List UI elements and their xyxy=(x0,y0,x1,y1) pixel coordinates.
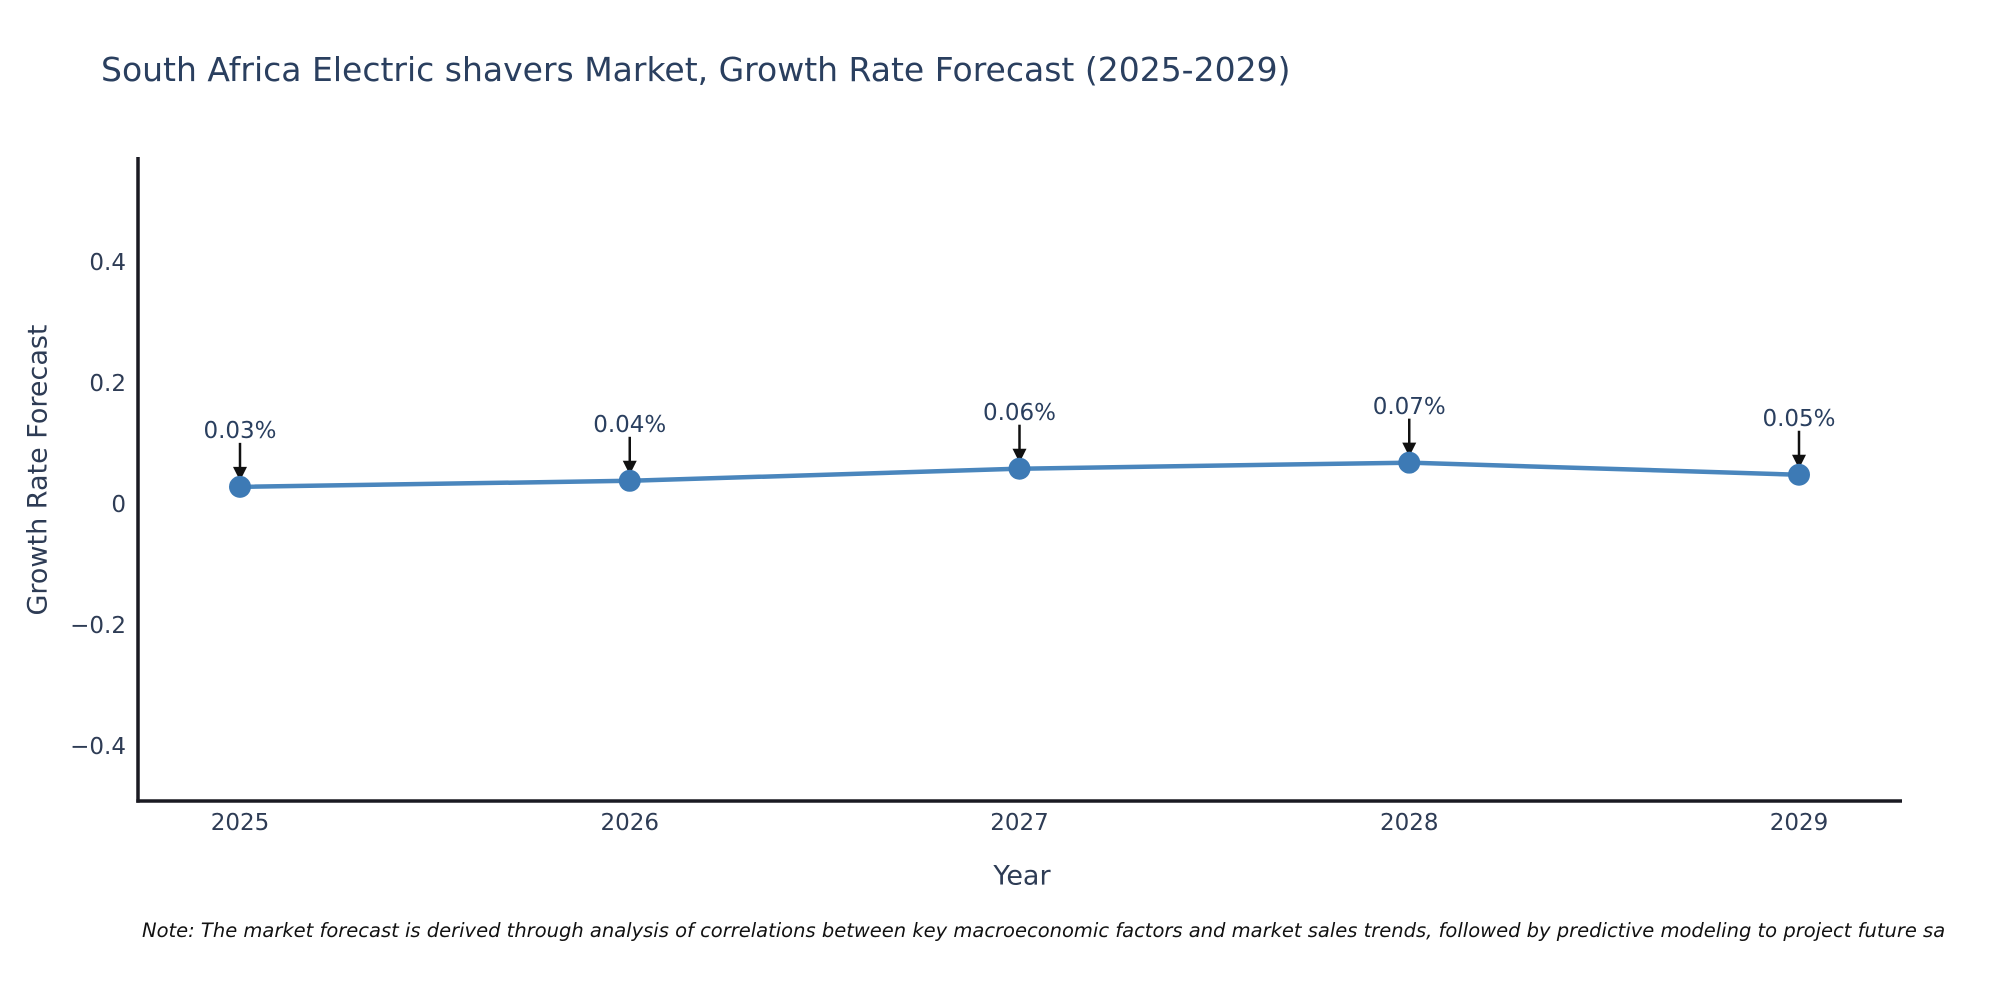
y-tick-label: −0.2 xyxy=(70,613,126,639)
annotation-arrowhead-icon xyxy=(1792,454,1806,469)
data-point-marker xyxy=(229,475,251,498)
x-axis-title: Year xyxy=(993,860,1051,892)
y-axis-title: Growth Rate Forecast xyxy=(22,324,54,616)
annotation-arrowhead-icon xyxy=(1012,448,1027,463)
x-tick-label: 2029 xyxy=(1769,810,1829,836)
x-tick-label: 2026 xyxy=(600,810,660,836)
footnote: Note: The market forecast is derived thr… xyxy=(142,919,1946,942)
annotation-arrowhead-icon xyxy=(622,460,637,475)
y-tick-label: 0 xyxy=(111,492,126,518)
chart-title: South Africa Electric shavers Market, Gr… xyxy=(101,50,1291,89)
data-point-label: 0.05% xyxy=(1762,405,1836,432)
data-point-marker xyxy=(1398,451,1421,474)
data-point-marker xyxy=(1788,463,1810,486)
x-tick-label: 2025 xyxy=(210,810,270,836)
annotation-arrowhead-icon xyxy=(233,466,247,481)
data-point-label: 0.07% xyxy=(1372,393,1446,420)
data-point-label: 0.03% xyxy=(203,417,277,444)
y-tick-label: 0.2 xyxy=(89,371,126,397)
data-point-marker xyxy=(1008,457,1031,480)
data-point-label: 0.06% xyxy=(982,399,1057,426)
annotation-arrowhead-icon xyxy=(1402,442,1417,457)
data-point-label: 0.04% xyxy=(593,411,667,438)
x-tick-label: 2027 xyxy=(990,810,1049,836)
data-point-marker xyxy=(618,469,641,492)
y-tick-label: −0.4 xyxy=(70,734,126,760)
x-tick-label: 2028 xyxy=(1379,810,1439,836)
y-tick-label: 0.4 xyxy=(89,250,126,276)
